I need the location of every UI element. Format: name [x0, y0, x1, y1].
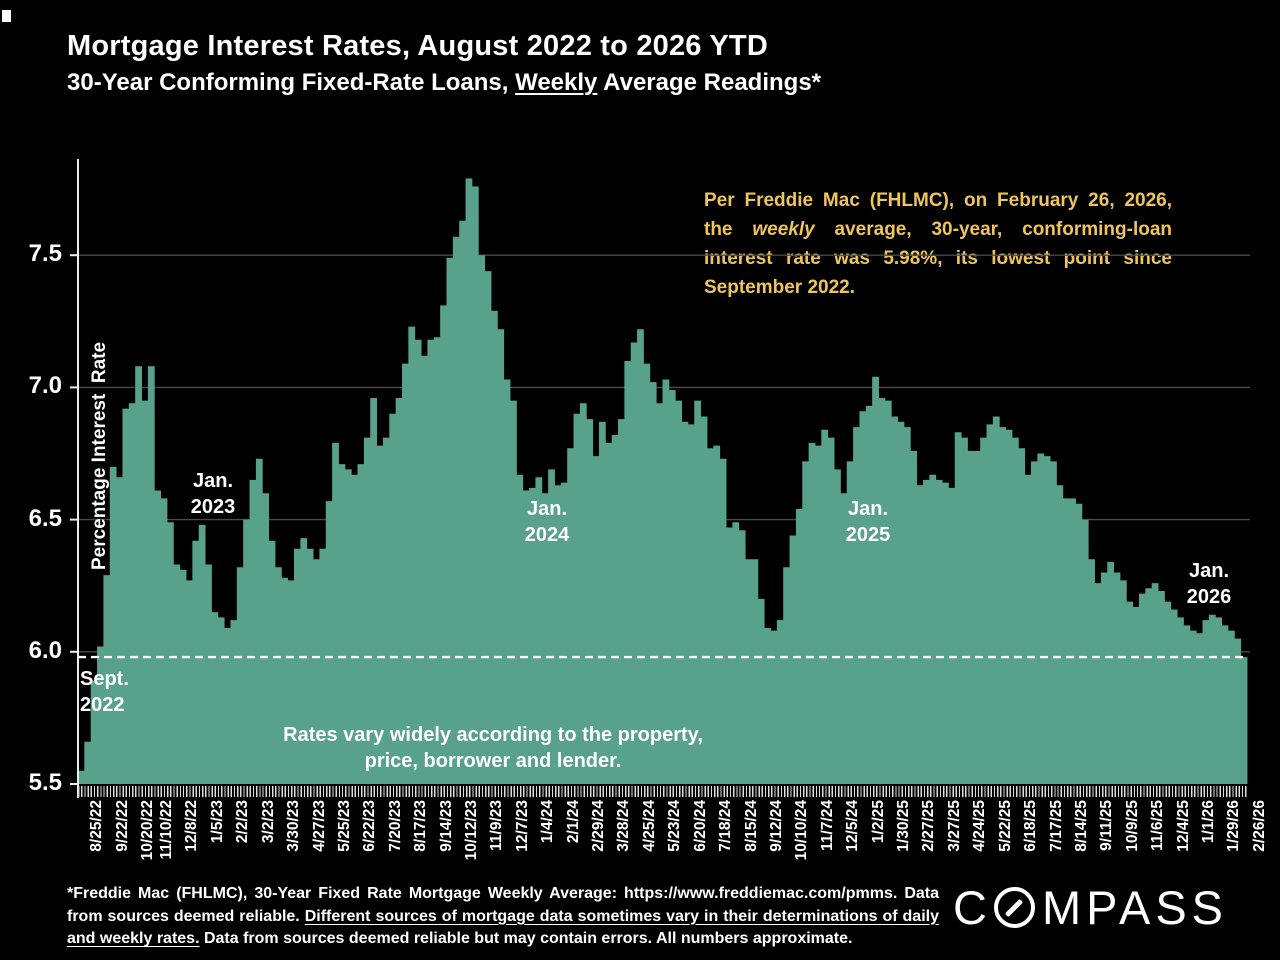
logo-text-c: C	[953, 881, 992, 934]
label-sept-2022: Sept. 2022	[80, 668, 129, 716]
x-tick-label: 11/6/25	[1149, 800, 1167, 851]
logo-text-mpass: MPASS	[1041, 881, 1229, 934]
x-tick-label: 6/18/25	[1022, 800, 1040, 852]
x-tick-label: 10/12/23	[463, 800, 481, 861]
subtitle-post: Average Readings*	[597, 69, 822, 96]
x-axis-tick-marks	[78, 786, 1247, 797]
x-tick-label: 1/4/24	[539, 800, 557, 844]
x-tick-label: 2/2/23	[234, 800, 252, 844]
x-tick-label: 4/24/25	[971, 800, 989, 852]
page-title: Mortgage Interest Rates, August 2022 to …	[67, 30, 768, 62]
label-jan-2025: Jan. 2025	[845, 498, 891, 546]
y-axis-title: Percentage Interest Rate	[89, 341, 110, 571]
x-tick-label: 9/14/23	[437, 800, 455, 852]
annotation-post: average, 30-year, conforming-loan intere…	[704, 219, 1172, 298]
x-tick-label: 1/5/23	[208, 800, 226, 844]
x-tick-label: 5/25/23	[335, 800, 353, 852]
x-tick-label: 6/22/23	[361, 800, 379, 852]
x-tick-label: 6/20/24	[691, 800, 709, 852]
footnote: *Freddie Mac (FHLMC), 30-Year Fixed Rate…	[67, 883, 939, 951]
x-tick-label: 3/28/24	[615, 800, 633, 852]
x-tick-label: 8/17/23	[412, 800, 430, 852]
x-tick-label: 1/1/26	[1199, 800, 1217, 844]
x-tick-label: 8/14/25	[1072, 800, 1090, 852]
y-tick-label: 7.5	[28, 240, 62, 268]
x-tick-label: 9/11/25	[1098, 800, 1116, 851]
annotation-italic-word: weekly	[752, 219, 815, 240]
x-tick-label: 12/4/25	[1174, 800, 1192, 852]
x-tick-label: 7/17/25	[1047, 800, 1065, 852]
annotation-pre: Per Freddie Mac (FHLMC), on February 26,…	[704, 190, 1172, 240]
subtitle-pre: 30-Year Conforming Fixed-Rate Loans,	[67, 69, 516, 96]
x-tick-label: 3/27/25	[945, 800, 963, 852]
x-tick-label: 12/7/23	[513, 800, 531, 852]
footnote-underlined: Different sources of mortgage data somet…	[67, 907, 939, 948]
x-tick-label: 3/2/23	[259, 800, 277, 844]
x-tick-label: 1/2/25	[869, 800, 887, 844]
x-tick-label: 3/30/23	[285, 800, 303, 852]
corner-mark	[2, 10, 11, 22]
label-jan-2026: Jan. 2026	[1186, 560, 1232, 608]
compass-o-needle-icon	[993, 887, 1035, 928]
x-tick-label: 2/26/26	[1250, 800, 1268, 852]
x-tick-label: 1/30/25	[895, 800, 913, 852]
x-tick-label: 7/20/23	[386, 800, 404, 852]
x-tick-label: 10/20/22	[139, 800, 156, 861]
footnote-part1: *Freddie Mac (FHLMC), 30-Year Fixed Rate…	[67, 885, 939, 925]
y-tick-label: 5.5	[28, 768, 62, 796]
x-tick-label: 5/23/24	[666, 800, 684, 852]
x-tick-label: 4/25/24	[640, 800, 658, 852]
x-tick-label: 9/22/22	[113, 800, 131, 852]
x-tick-label: 2/1/24	[564, 800, 582, 844]
x-tick-label: 11/10/22	[158, 800, 176, 860]
compass-logo: C MPASS	[953, 884, 1228, 931]
x-tick-label: 1/29/26	[1225, 800, 1243, 852]
x-tick-label: 12/8/22	[183, 800, 201, 852]
x-tick-label: 2/29/24	[590, 800, 608, 852]
x-tick-label: 10/10/24	[793, 800, 811, 861]
x-tick-label: 9/12/24	[767, 800, 785, 852]
label-jan-2023: Jan. 2023	[190, 470, 236, 518]
x-tick-label: 8/25/22	[88, 800, 106, 852]
x-tick-label: 4/27/23	[310, 800, 328, 852]
page-subtitle: 30-Year Conforming Fixed-Rate Loans, Wee…	[67, 69, 821, 97]
x-tick-label: 11/9/23	[488, 800, 506, 851]
x-tick-label: 12/5/24	[844, 800, 862, 852]
label-jan-2024: Jan. 2024	[524, 498, 570, 546]
weekly-rate-bars	[78, 178, 1248, 784]
footnote-part2: Data from sources deemed reliable but ma…	[199, 930, 853, 947]
key-point-annotation: Per Freddie Mac (FHLMC), on February 26,…	[704, 186, 1172, 302]
x-tick-label: 7/18/24	[717, 800, 735, 852]
x-tick-label: 5/22/25	[996, 800, 1014, 852]
y-tick-label: 6.5	[28, 504, 62, 532]
x-tick-label: 10/9/25	[1123, 800, 1141, 852]
subtitle-underlined-word: Weekly	[515, 69, 598, 96]
x-tick-label: 11/7/24	[818, 800, 836, 851]
y-tick-label: 6.0	[28, 636, 62, 664]
y-tick-label: 7.0	[28, 372, 62, 400]
label-rates-vary-note: Rates vary widely according to the prope…	[283, 724, 703, 772]
x-tick-label: 8/15/24	[742, 800, 760, 852]
x-tick-label: 2/27/25	[920, 800, 938, 852]
